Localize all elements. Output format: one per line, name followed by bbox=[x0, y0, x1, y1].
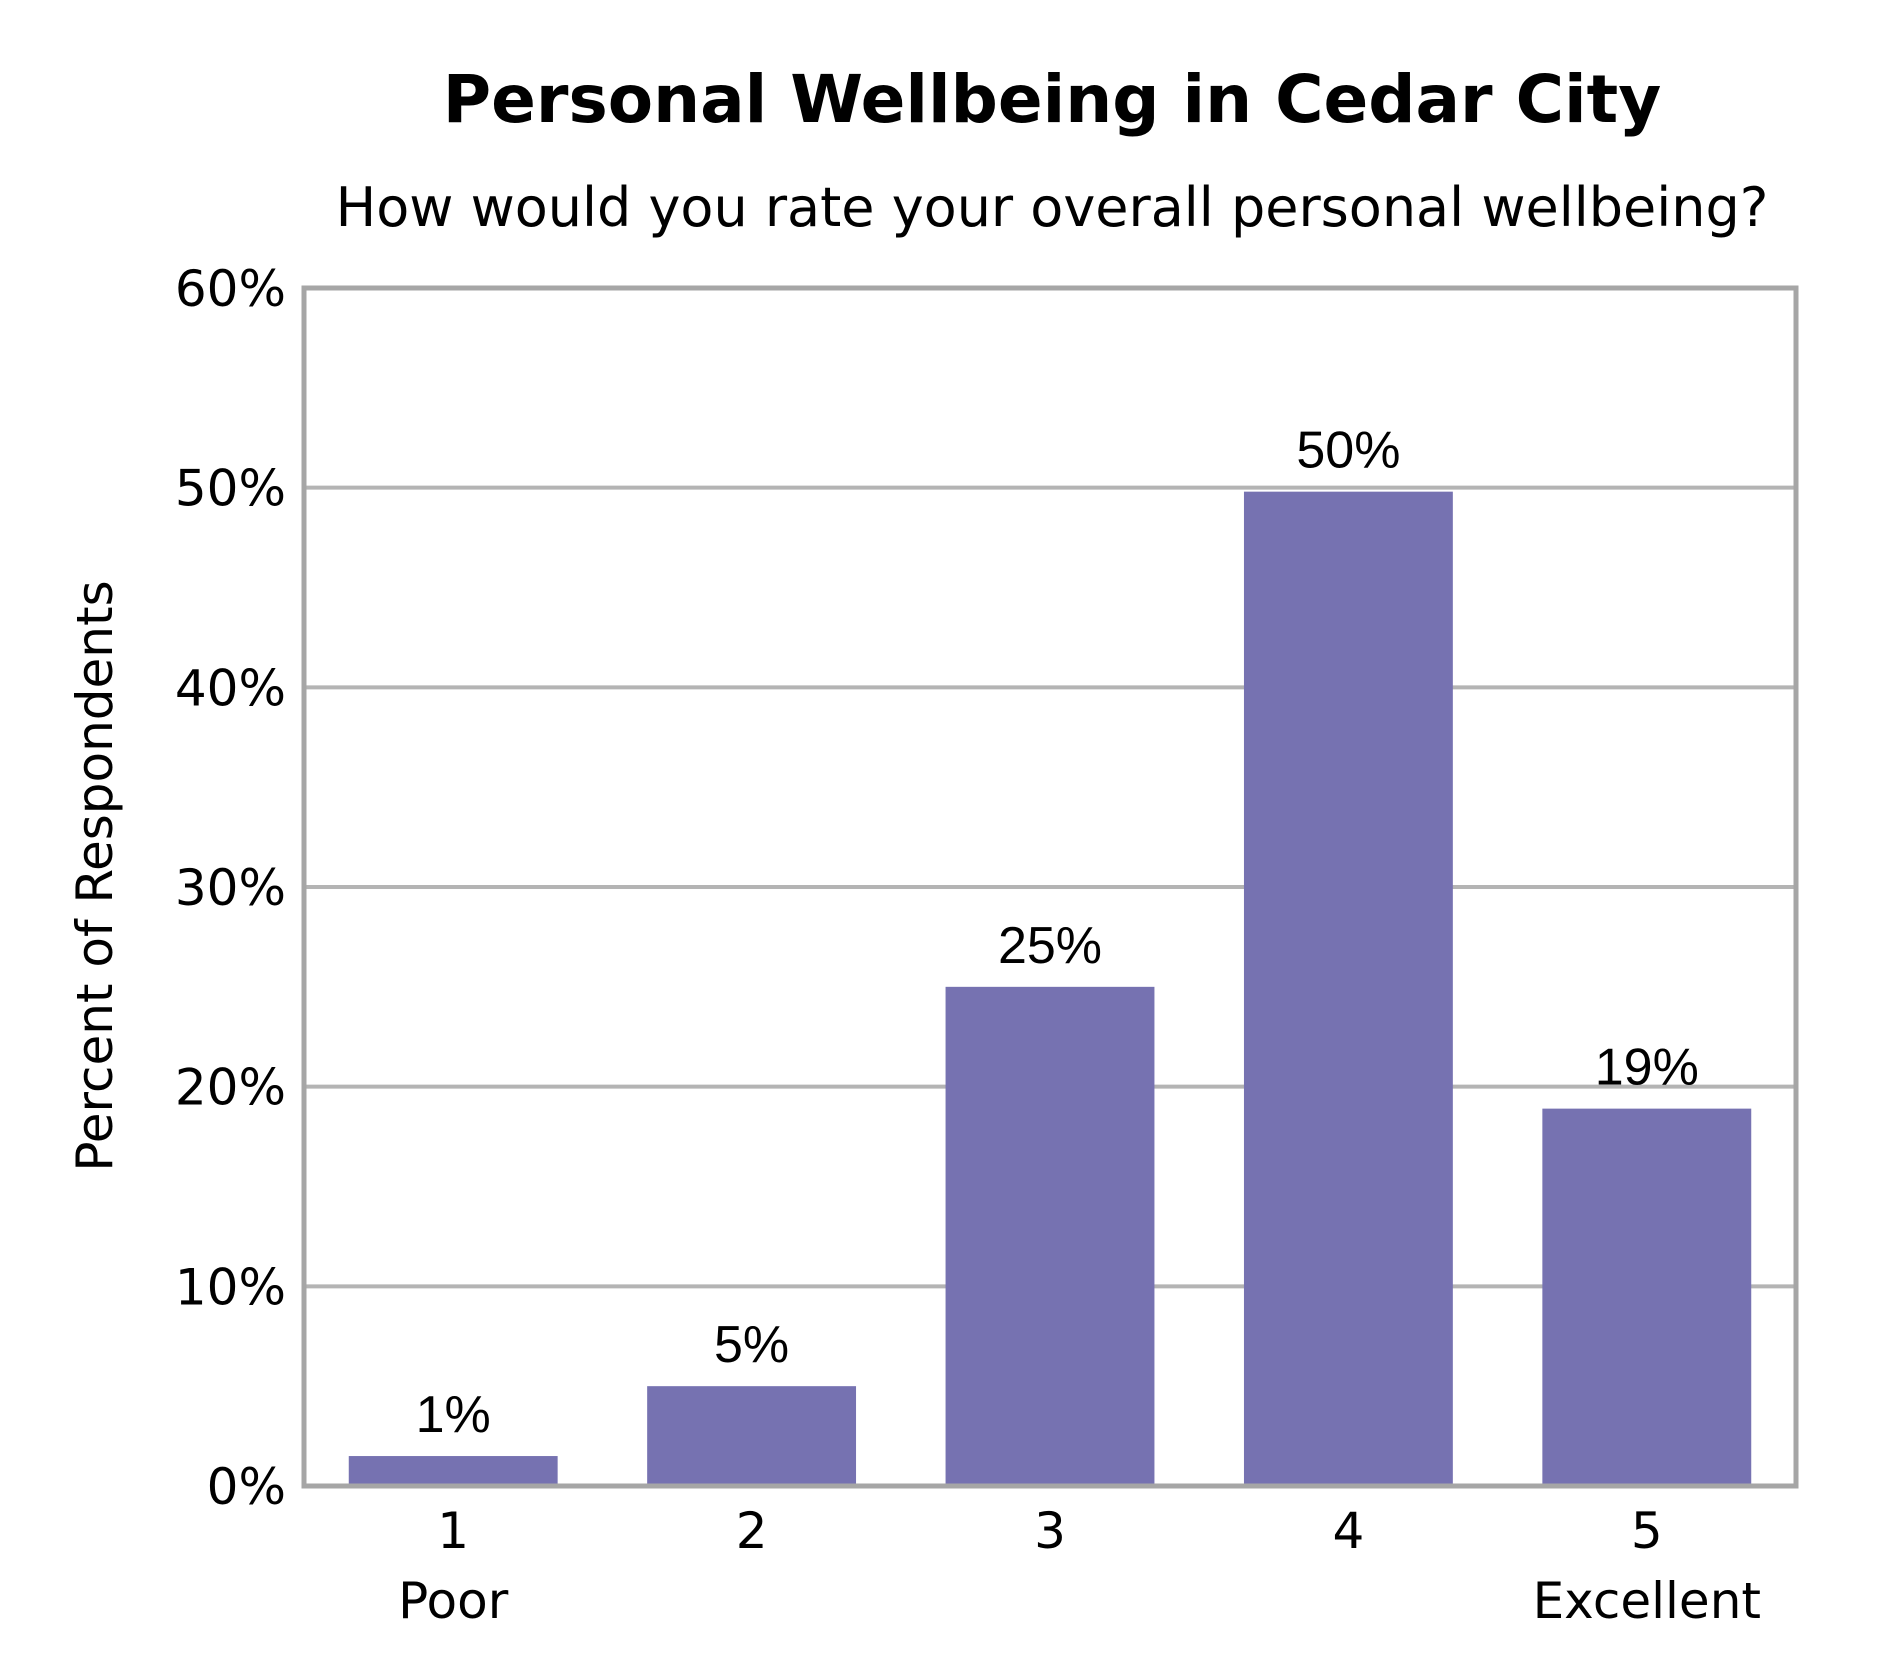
data-label: 5% bbox=[714, 1316, 789, 1374]
y-tick-label: 10% bbox=[175, 1258, 286, 1316]
data-label: 25% bbox=[998, 917, 1102, 975]
y-axis-label: Percent of Respondents bbox=[66, 580, 124, 1171]
y-tick-label: 50% bbox=[175, 460, 286, 518]
y-tick-label: 30% bbox=[175, 859, 286, 917]
plot-frame bbox=[301, 285, 1799, 1489]
bars bbox=[348, 491, 1752, 1486]
x-tick-sublabel: Poor bbox=[398, 1572, 509, 1630]
x-tick-label: 2 bbox=[736, 1502, 768, 1560]
x-tick-sublabel: Excellent bbox=[1533, 1572, 1761, 1630]
x-tick-label: 4 bbox=[1332, 1502, 1364, 1560]
y-tick-label: 0% bbox=[207, 1458, 286, 1516]
bar bbox=[1243, 491, 1453, 1486]
data-labels: 1% 5% 25% 50% 19% bbox=[416, 422, 1699, 1444]
x-tick-label: 5 bbox=[1631, 1502, 1663, 1560]
bar bbox=[348, 1456, 558, 1486]
data-label: 1% bbox=[416, 1386, 491, 1444]
chart-title: Personal Wellbeing in Cedar City bbox=[443, 61, 1661, 138]
data-label: 19% bbox=[1595, 1039, 1699, 1097]
chart-subtitle: How would you rate your overall personal… bbox=[336, 176, 1769, 239]
x-tick-label: 3 bbox=[1034, 1502, 1066, 1560]
bar bbox=[647, 1386, 857, 1486]
plot-border bbox=[301, 285, 1799, 1489]
y-tick-label: 40% bbox=[175, 659, 286, 717]
y-tick-labels: 0% 10% 20% 30% 40% 50% 60% bbox=[175, 260, 286, 1516]
bar bbox=[1542, 1108, 1752, 1486]
y-tick-label: 60% bbox=[175, 260, 286, 318]
y-tick-label: 20% bbox=[175, 1059, 286, 1117]
bar bbox=[945, 986, 1155, 1486]
x-tick-labels: 1 Poor 2 3 4 5 Excellent bbox=[398, 1502, 1761, 1630]
x-tick-label: 1 bbox=[437, 1502, 469, 1560]
data-label: 50% bbox=[1296, 422, 1400, 480]
